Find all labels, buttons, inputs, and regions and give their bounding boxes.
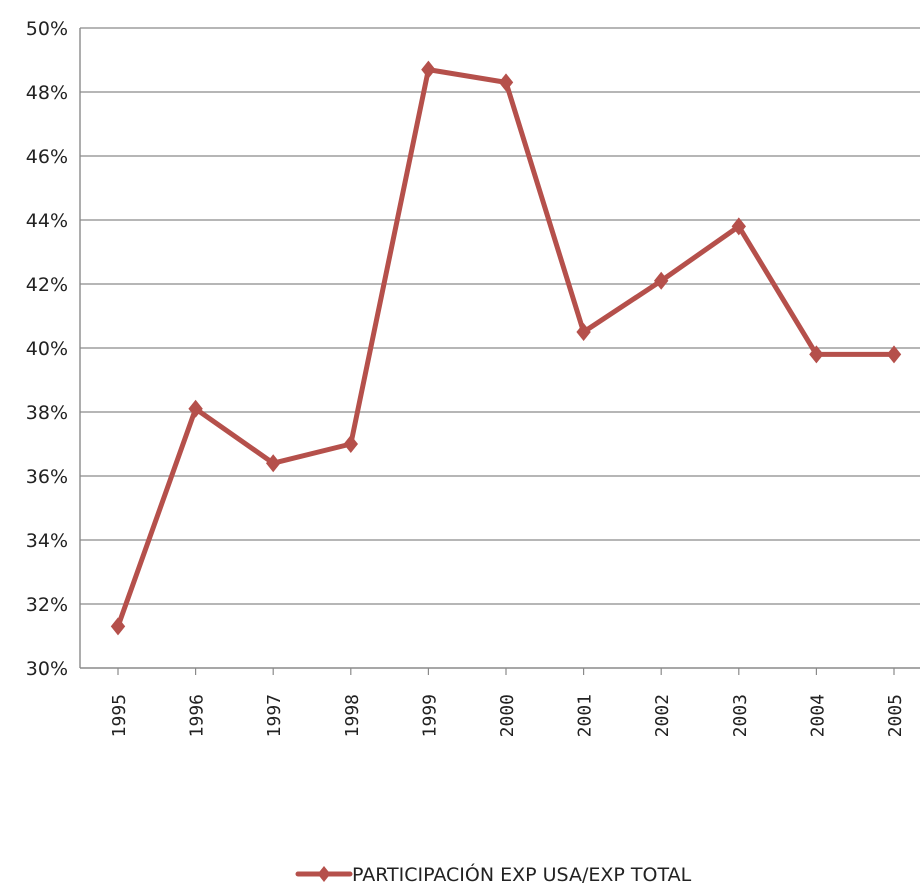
y-tick-label: 46% [26, 146, 68, 168]
x-tick-label: 2002 [652, 694, 673, 737]
data-point-marker [110, 617, 126, 636]
data-point-marker [266, 454, 281, 473]
y-tick-label: 40% [26, 338, 68, 360]
x-tick-label: 2001 [575, 694, 596, 737]
data-point-marker [886, 345, 902, 364]
data-point-marker [809, 345, 824, 364]
y-tick-label: 32% [26, 594, 68, 616]
y-tick-label: 30% [26, 658, 68, 680]
x-tick-label: 2005 [885, 694, 906, 737]
data-point-marker [188, 399, 203, 418]
x-tick-label: 1998 [342, 694, 363, 737]
data-point-marker [498, 73, 514, 92]
x-tick-label: 2000 [497, 694, 518, 737]
x-tick-label: 1996 [187, 694, 208, 737]
data-point-marker [731, 217, 746, 236]
x-tick-label: 2004 [807, 694, 828, 737]
y-tick-label: 42% [26, 274, 68, 296]
y-tick-label: 34% [26, 530, 68, 552]
x-axis-ticks: 1995 1996 1997 1998 1999 2000 2001 2002 2003 2004… [109, 668, 906, 737]
y-tick-label: 38% [26, 402, 68, 424]
legend-label: PARTICIPACIÓN EXP USA/EXP TOTAL [352, 862, 692, 886]
legend-marker-diamond [317, 866, 331, 882]
series-group [110, 60, 902, 636]
y-tick-label: 36% [26, 466, 68, 488]
x-tick-label: 1995 [109, 694, 130, 737]
legend: PARTICIPACIÓN EXP USA/EXP TOTAL [295, 862, 692, 886]
data-point-marker [343, 435, 358, 453]
y-tick-label: 50% [26, 18, 68, 40]
y-tick-label: 44% [26, 210, 68, 232]
data-point-marker [576, 323, 591, 341]
y-axis-ticks: 30% 32% 34% 36% 38% 40% 42% 44% 46% 48% 50% [26, 18, 68, 680]
x-tick-label: 1997 [264, 694, 285, 737]
x-tick-label: 2003 [730, 694, 751, 737]
y-tick-label: 48% [26, 82, 68, 104]
x-tick-label: 1999 [419, 694, 440, 737]
gridlines [80, 27, 920, 605]
data-point-marker [421, 60, 436, 79]
data-point-marker [654, 271, 669, 290]
